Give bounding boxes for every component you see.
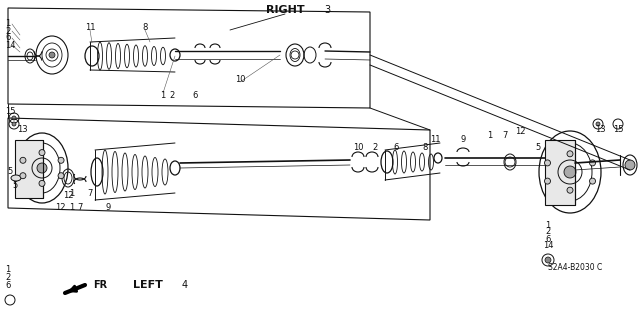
Text: 10: 10 <box>353 144 364 152</box>
Text: 2: 2 <box>5 273 10 283</box>
Circle shape <box>545 160 550 166</box>
Text: S2A4-B2030 C: S2A4-B2030 C <box>548 263 602 272</box>
Text: 7: 7 <box>87 189 93 198</box>
Circle shape <box>20 157 26 163</box>
Bar <box>545 140 575 205</box>
Circle shape <box>58 157 64 163</box>
Text: 1: 1 <box>69 189 75 198</box>
Text: 5: 5 <box>12 181 18 189</box>
Text: 1: 1 <box>161 91 166 100</box>
Text: LEFT: LEFT <box>133 280 163 290</box>
Text: 6: 6 <box>192 91 198 100</box>
Text: 6: 6 <box>5 33 10 42</box>
Text: 1: 1 <box>545 220 550 229</box>
Circle shape <box>39 150 45 156</box>
Text: 14: 14 <box>543 241 553 250</box>
Text: 15: 15 <box>612 125 623 135</box>
Text: 7: 7 <box>502 130 508 139</box>
Circle shape <box>37 163 47 173</box>
Circle shape <box>596 122 600 126</box>
Circle shape <box>589 160 595 166</box>
Text: 4: 4 <box>182 280 188 290</box>
Text: 12: 12 <box>55 204 65 212</box>
Circle shape <box>589 178 595 184</box>
Text: 6: 6 <box>5 281 10 291</box>
Text: 2: 2 <box>372 144 378 152</box>
Text: 5: 5 <box>8 167 13 176</box>
Bar <box>15 140 43 198</box>
Text: 6: 6 <box>545 234 550 243</box>
Text: 8: 8 <box>142 24 148 33</box>
Text: 2: 2 <box>5 26 10 35</box>
Text: RIGHT: RIGHT <box>266 5 304 15</box>
Circle shape <box>625 160 635 170</box>
Text: 6: 6 <box>394 144 399 152</box>
Text: 15: 15 <box>5 108 15 116</box>
Text: 9: 9 <box>106 203 111 211</box>
Text: 2: 2 <box>170 91 175 100</box>
Circle shape <box>12 122 16 126</box>
Circle shape <box>545 257 551 263</box>
Bar <box>545 140 575 205</box>
Circle shape <box>58 173 64 179</box>
Text: 10: 10 <box>235 76 245 85</box>
Text: 3: 3 <box>324 5 330 15</box>
Text: 9: 9 <box>460 136 466 145</box>
Circle shape <box>567 151 573 157</box>
Circle shape <box>564 166 576 178</box>
Circle shape <box>12 116 16 120</box>
Text: 11: 11 <box>84 24 95 33</box>
Bar <box>15 140 43 198</box>
Text: 13: 13 <box>595 125 605 135</box>
Text: 2: 2 <box>545 227 550 236</box>
Text: 1: 1 <box>488 130 493 139</box>
Circle shape <box>545 178 550 184</box>
Circle shape <box>20 173 26 179</box>
Text: 11: 11 <box>429 136 440 145</box>
Text: 12: 12 <box>515 128 525 137</box>
Text: 14: 14 <box>5 41 15 49</box>
Text: 1: 1 <box>5 265 10 275</box>
Ellipse shape <box>11 175 21 181</box>
Text: 8: 8 <box>422 144 428 152</box>
Text: 12: 12 <box>63 190 73 199</box>
Circle shape <box>49 52 55 58</box>
Text: 5: 5 <box>536 144 541 152</box>
Text: 1: 1 <box>69 204 75 212</box>
Text: FR: FR <box>93 280 107 290</box>
Circle shape <box>39 181 45 186</box>
Text: 7: 7 <box>77 203 83 211</box>
FancyArrowPatch shape <box>70 286 83 291</box>
Text: 13: 13 <box>17 125 28 135</box>
Circle shape <box>567 187 573 193</box>
Text: 1: 1 <box>5 19 10 28</box>
